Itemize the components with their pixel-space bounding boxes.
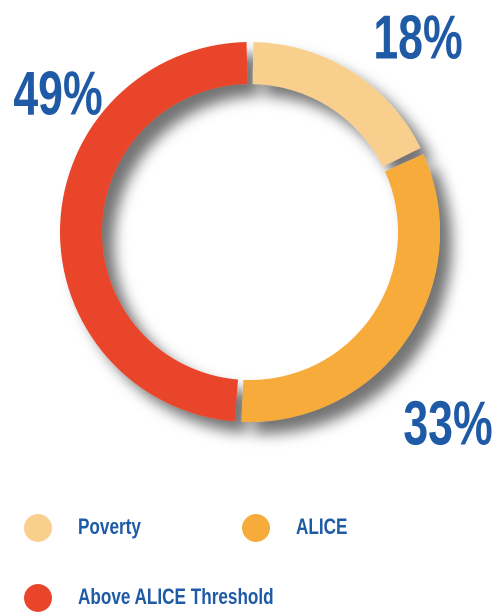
value-label: 33% <box>403 389 492 458</box>
legend-label: ALICE <box>296 515 347 540</box>
donut-segment <box>252 42 421 167</box>
donut-segment <box>241 154 440 422</box>
legend-swatch <box>24 584 52 612</box>
donut-segment <box>59 42 248 422</box>
value-label: 49% <box>13 59 102 128</box>
legend-swatch <box>242 514 270 542</box>
donut <box>59 42 440 422</box>
value-label: 18% <box>373 3 462 72</box>
legend-swatch <box>24 514 52 542</box>
legend-label: Poverty <box>78 515 141 540</box>
legend-label: Above ALICE Threshold <box>78 585 274 610</box>
